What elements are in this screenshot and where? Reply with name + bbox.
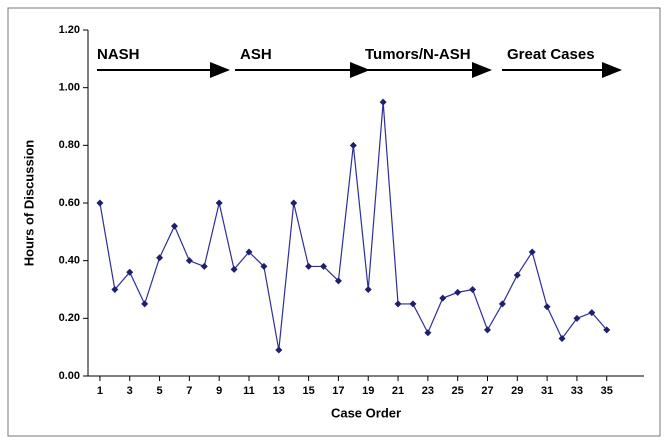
- point: [111, 286, 119, 293]
- point: [275, 346, 283, 354]
- x-tick-label: 33: [571, 385, 583, 397]
- x-tick-label: 17: [332, 385, 344, 397]
- point: [96, 199, 104, 207]
- point: [290, 199, 298, 207]
- x-tick-label: 29: [511, 385, 523, 397]
- point: [588, 309, 596, 317]
- y-tick-label: 0.80: [59, 139, 80, 151]
- frame: [7, 7, 661, 437]
- x-tick-label: 21: [392, 385, 404, 397]
- section-label: Tumors/N-ASH: [365, 46, 471, 63]
- point: [260, 262, 268, 270]
- point: [498, 300, 506, 308]
- point: [320, 262, 328, 270]
- x-tick-label: 31: [541, 385, 553, 397]
- x-tick-label: 3: [127, 385, 133, 397]
- point: [379, 98, 387, 106]
- section-label: Great Cases: [507, 46, 595, 63]
- point: [245, 248, 253, 256]
- point: [141, 300, 149, 308]
- point: [305, 262, 313, 270]
- point: [364, 286, 372, 293]
- x-tick-label: 9: [216, 385, 222, 397]
- point: [126, 268, 134, 276]
- point: [573, 314, 581, 322]
- y-tick-label: 0.40: [59, 255, 80, 267]
- x-axis-title: Case Order: [331, 405, 401, 420]
- point: [170, 222, 178, 230]
- point: [543, 303, 551, 311]
- x-tick-label: 19: [362, 385, 374, 397]
- x-tick-label: 11: [243, 385, 255, 397]
- point: [394, 300, 402, 308]
- point: [603, 326, 611, 334]
- point: [513, 271, 521, 279]
- point: [469, 286, 477, 293]
- point: [439, 294, 447, 302]
- x-tick-label: 15: [302, 385, 314, 397]
- point: [528, 248, 536, 256]
- point: [349, 141, 357, 149]
- point: [483, 326, 491, 334]
- y-axis-title: Hours of Discussion: [21, 140, 36, 266]
- point: [215, 199, 223, 207]
- point: [558, 335, 566, 343]
- y-tick-label: 0.00: [59, 370, 80, 382]
- point: [200, 262, 208, 270]
- x-tick-label: 1: [97, 385, 103, 397]
- point: [424, 329, 432, 337]
- y-tick-label: 1.20: [59, 24, 80, 36]
- x-tick-label: 23: [422, 385, 434, 397]
- point: [334, 277, 342, 285]
- point: [230, 265, 238, 273]
- x-tick-label: 25: [452, 385, 464, 397]
- x-tick-label: 35: [601, 385, 613, 397]
- point: [454, 288, 462, 296]
- x-tick-label: 7: [186, 385, 192, 397]
- y-tick-label: 0.20: [59, 312, 80, 324]
- x-tick-label: 5: [156, 385, 162, 397]
- x-tick-label: 13: [273, 385, 285, 397]
- section-label: ASH: [240, 46, 272, 63]
- x-tick-label: 27: [481, 385, 493, 397]
- point: [409, 300, 417, 308]
- point: [185, 257, 193, 265]
- section-label: NASH: [97, 46, 140, 63]
- y-tick-label: 1.00: [59, 82, 80, 94]
- point: [156, 254, 164, 262]
- y-tick-label: 0.60: [59, 197, 80, 209]
